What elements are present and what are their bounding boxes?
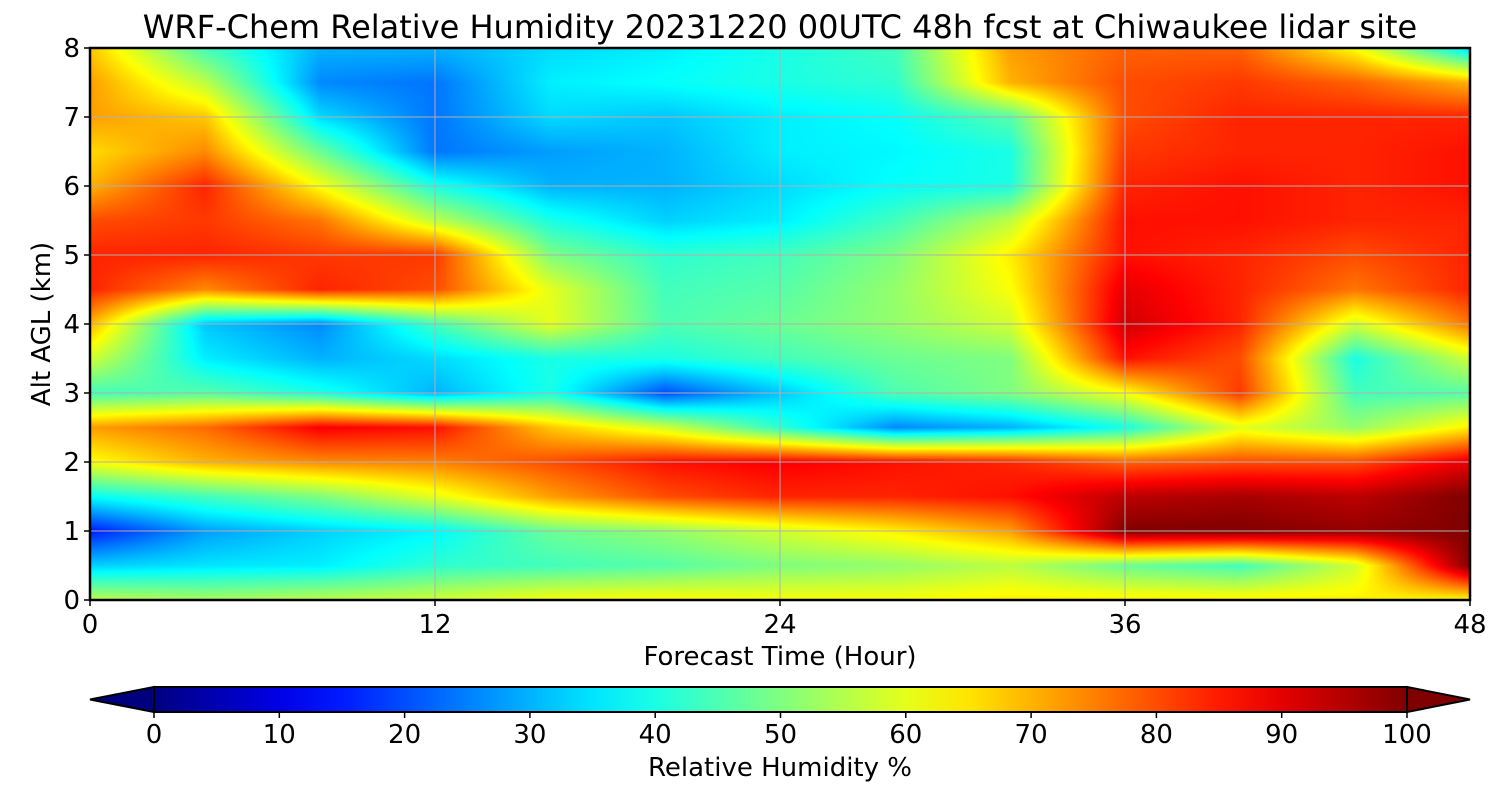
colorbar-tick-label: 20 [388,720,421,750]
y-tick-label: 7 [63,103,80,133]
y-tick-label: 4 [63,310,80,340]
colorbar-tick-label: 40 [639,720,672,750]
y-tick-label: 6 [63,172,80,202]
y-axis: 0 1 2 3 4 5 6 7 8 [63,34,90,616]
y-tick-label: 8 [63,34,80,64]
colorbar-gradient [153,686,1408,713]
y-tick-label: 5 [63,241,80,271]
colorbar: 0 10 20 30 40 50 60 70 80 90 100 Relative Humidity… [89,685,1471,783]
x-axis-label: Forecast Time (Hour) [643,642,916,672]
colorbar-tick-label: 30 [513,720,546,750]
x-tick-label: 0 [82,610,99,640]
y-tick-label: 2 [63,448,80,478]
colorbar-tick-label: 10 [263,720,296,750]
colorbar-ticks: 0 10 20 30 40 50 60 70 80 90 100 [146,712,1432,750]
x-axis: 0 12 24 36 48 [82,600,1487,640]
colorbar-low-extend [89,685,155,714]
plot-area [88,46,1472,602]
colorbar-high-extend [1406,685,1471,714]
colorbar-tick-label: 70 [1015,720,1048,750]
x-tick-label: 24 [763,610,796,640]
colorbar-tick-label: 50 [764,720,797,750]
y-tick-label: 0 [63,586,80,616]
x-tick-label: 48 [1453,610,1486,640]
colorbar-tick-label: 60 [889,720,922,750]
colorbar-tick-label: 90 [1265,720,1298,750]
y-axis-label: Alt AGL (km) [27,242,57,406]
y-tick-label: 3 [63,379,80,409]
colorbar-tick-label: 0 [146,720,163,750]
chart-title: WRF-Chem Relative Humidity 20231220 00UT… [143,8,1417,46]
colorbar-label: Relative Humidity % [648,753,912,783]
y-tick-label: 1 [63,517,80,547]
colorbar-tick-label: 100 [1382,720,1432,750]
colorbar-tick-label: 80 [1140,720,1173,750]
x-tick-label: 12 [418,610,451,640]
x-tick-label: 36 [1108,610,1141,640]
